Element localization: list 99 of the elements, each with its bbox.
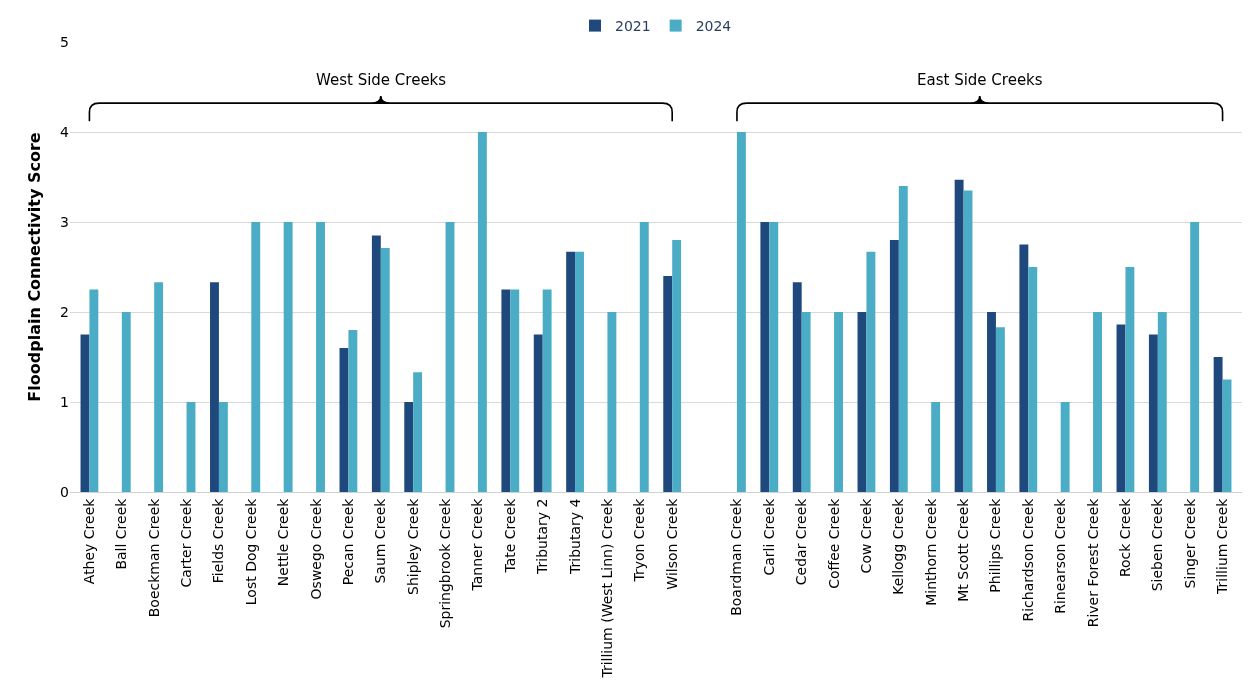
- y-tick-label: 2: [60, 303, 69, 320]
- y-tick-label: 3: [60, 213, 69, 230]
- bar: [316, 222, 325, 492]
- x-tick-label: River Forest Creek: [1084, 497, 1101, 628]
- bar: [210, 282, 219, 492]
- bar: [1019, 244, 1029, 492]
- bar: [251, 222, 261, 492]
- bar: [218, 402, 228, 492]
- bar: [857, 312, 867, 492]
- bar: [954, 179, 964, 492]
- bar: [186, 402, 196, 492]
- bar: [1093, 312, 1102, 492]
- bar: [672, 240, 682, 492]
- bar: [510, 289, 520, 492]
- bar: [639, 222, 649, 492]
- x-tick-label: Cow Creek: [857, 497, 874, 574]
- x-tick-label: Wilson Creek: [663, 497, 680, 590]
- bar: [834, 312, 843, 492]
- x-tick-label: Lost Dog Creek: [242, 497, 259, 606]
- x-tick-label: Mt Scott Creek: [955, 497, 972, 602]
- x-tick-label: Rock Creek: [1117, 497, 1133, 578]
- y-tick-label: 0: [60, 483, 69, 500]
- bar: [348, 330, 358, 492]
- bar: [542, 289, 552, 492]
- legend-label: 2021: [615, 18, 651, 35]
- bar: [1157, 312, 1167, 492]
- y-tick-label: 4: [60, 123, 70, 140]
- x-tick-label: Richardson Creek: [1019, 497, 1036, 622]
- bar: [995, 327, 1005, 492]
- x-tick-label: Oswego Creek: [307, 497, 324, 600]
- x-tick-label: Minthorn Creek: [922, 497, 939, 606]
- x-tick-label: Tate Creek: [501, 497, 518, 574]
- bar: [1060, 402, 1070, 492]
- bar: [533, 334, 543, 492]
- x-tick-label: Tanner Creek: [469, 497, 486, 592]
- bar: [1190, 222, 1200, 492]
- legend-label: 2024: [695, 18, 732, 35]
- x-tick-label: Ball Creek: [113, 497, 130, 570]
- annotation: West Side Creeks: [316, 71, 447, 89]
- bar: [1148, 334, 1158, 492]
- bar: [501, 289, 511, 492]
- bar: [769, 222, 779, 492]
- annotation: East Side Creeks: [917, 71, 1043, 89]
- x-tick-label: Phillips Creek: [987, 497, 1004, 593]
- bar: [1213, 357, 1223, 492]
- bar: [792, 282, 802, 492]
- bar: [931, 402, 941, 492]
- x-tick-label: Sieben Creek: [1149, 497, 1166, 592]
- x-tick-label: Trillium (West Linn) Creek: [598, 497, 615, 679]
- x-tick-label: Saum Creek: [372, 497, 389, 584]
- bar: [1125, 267, 1135, 492]
- bar: [121, 312, 131, 492]
- bar: [445, 222, 455, 492]
- bar: [283, 222, 293, 492]
- bar: [963, 190, 973, 492]
- x-tick-label: Shipley Creek: [404, 497, 421, 595]
- bar: [663, 276, 673, 492]
- x-tick-label: Carli Creek: [760, 497, 777, 576]
- y-axis-title: Floodplain Connectivity Score: [24, 132, 44, 402]
- bar: [607, 312, 617, 492]
- x-tick-label: Pecan Creek: [339, 497, 356, 586]
- x-tick-label: Rinearson Creek: [1052, 497, 1069, 614]
- bar: [477, 132, 487, 492]
- x-tick-label: Tryon Creek: [631, 497, 648, 583]
- bar: [339, 348, 349, 492]
- x-tick-label: Tributary 2: [534, 498, 551, 575]
- x-tick-label: Cedar Creek: [793, 497, 810, 586]
- x-tick-label: Carter Creek: [178, 497, 195, 588]
- bar: [89, 289, 99, 492]
- x-tick-label: Springbrook Creek: [437, 497, 454, 629]
- bar: [380, 248, 390, 492]
- bar: [371, 235, 381, 492]
- x-tick-label: Boardman Creek: [728, 497, 745, 616]
- bar: [404, 402, 414, 492]
- bar: [154, 282, 164, 492]
- bar: [898, 186, 908, 492]
- bar: [760, 222, 770, 492]
- x-tick-label: Trillium Creek: [1214, 497, 1231, 595]
- x-tick-label: Athey Creek: [80, 497, 97, 585]
- x-tick-label: Singer Creek: [1181, 497, 1198, 589]
- x-tick-label: Nettle Creek: [275, 497, 292, 587]
- bar: [987, 312, 996, 492]
- y-tick-label: 5: [60, 33, 69, 50]
- bar: [566, 251, 576, 492]
- bar: [80, 334, 90, 492]
- y-tick-label: 1: [60, 393, 69, 410]
- bar: [866, 251, 876, 492]
- bar: [736, 132, 746, 492]
- x-tick-label: Fields Creek: [210, 497, 227, 584]
- x-tick-label: Boeckman Creek: [145, 497, 162, 618]
- bar: [575, 251, 584, 492]
- bar: [413, 372, 423, 492]
- bar: [1028, 267, 1038, 492]
- x-tick-label: Tributary 4: [566, 498, 583, 575]
- bar: [801, 312, 811, 492]
- bar: [1116, 324, 1126, 492]
- x-tick-label: Coffee Creek: [825, 497, 842, 589]
- bar: [889, 240, 899, 492]
- x-tick-label: Kellogg Creek: [890, 497, 907, 595]
